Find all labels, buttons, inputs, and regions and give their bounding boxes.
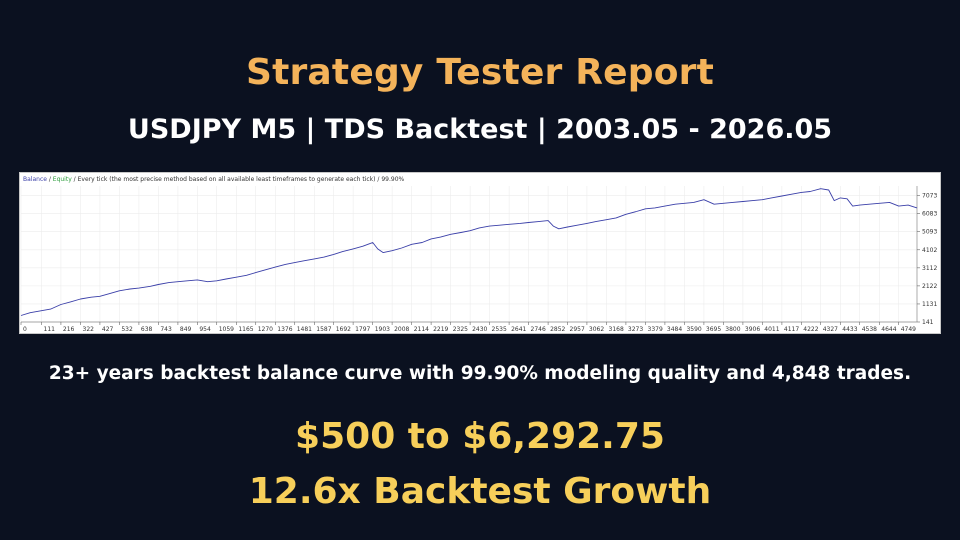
y-tick-label: 3112: [922, 265, 937, 272]
x-axis-ticks: 0 111 216 322 427 532 638 743 849 954 1059 1165 1270…: [20, 322, 916, 333]
x-tick-label: 1165: [238, 326, 253, 333]
x-tick-label: 4538: [862, 326, 877, 333]
x-tick-label: 2219: [433, 326, 448, 333]
x-tick-label: 532: [121, 326, 133, 333]
x-tick-label: 1481: [297, 326, 312, 333]
x-tick-label: 0: [23, 326, 27, 333]
x-tick-label: 3168: [609, 326, 624, 333]
x-tick-label: 3273: [628, 326, 643, 333]
x-tick-label: 2008: [394, 326, 409, 333]
x-tick-label: 2430: [472, 326, 487, 333]
chart-plot: [20, 186, 918, 323]
x-tick-label: 3379: [648, 326, 663, 333]
chart-frame: [19, 172, 941, 334]
x-tick-label: 4433: [842, 326, 857, 333]
x-tick-label: 3062: [589, 326, 604, 333]
x-tick-label: 2746: [531, 326, 546, 333]
x-tick-label: 2852: [550, 326, 565, 333]
x-tick-label: 1903: [375, 326, 390, 333]
x-tick-label: 638: [141, 326, 153, 333]
growth-multiple: 12.6x Backtest Growth: [248, 471, 712, 512]
x-tick-label: 322: [83, 326, 95, 333]
x-tick-label: 1692: [336, 326, 351, 333]
x-tick-label: 4222: [803, 326, 818, 333]
x-tick-label: 2641: [511, 326, 526, 333]
x-tick-label: 427: [102, 326, 114, 333]
x-tick-label: 4011: [764, 326, 779, 333]
balance-series-line: [20, 188, 918, 316]
x-tick-label: 1270: [258, 326, 273, 333]
y-tick-label: 4102: [922, 247, 937, 254]
x-tick-label: 1797: [355, 326, 370, 333]
x-tick-label: 1587: [316, 326, 331, 333]
x-tick-label: 2114: [414, 326, 429, 333]
x-tick-label: 4117: [784, 326, 799, 333]
y-tick-label: 141: [922, 319, 934, 326]
y-tick-label: 2122: [922, 283, 937, 290]
x-tick-label: 849: [180, 326, 192, 333]
x-tick-label: 3484: [667, 326, 682, 333]
x-tick-label: 3906: [745, 326, 760, 333]
growth-amount: $500 to $6,292.75: [295, 416, 665, 457]
y-tick-label: 6083: [922, 211, 937, 218]
legend-sep: /: [47, 176, 53, 183]
x-tick-label: 111: [44, 326, 56, 333]
y-tick-label: 1131: [922, 301, 937, 308]
chart-legend: Balance / Equity / Every tick (the most …: [23, 176, 405, 183]
legend-equity: Equity: [53, 176, 72, 183]
balance-chart-svg: Balance / Equity / Every tick (the most …: [19, 172, 941, 334]
legend-rest: / Every tick (the most precise method ba…: [72, 176, 405, 183]
x-tick-label: 4749: [901, 326, 916, 333]
y-tick-label: 7073: [922, 193, 937, 200]
x-tick-label: 3695: [706, 326, 721, 333]
x-tick-label: 3800: [725, 326, 740, 333]
x-tick-label: 2957: [570, 326, 585, 333]
report-subtitle: USDJPY M5 | TDS Backtest | 2003.05 - 202…: [127, 114, 833, 145]
chart-caption: 23+ years backtest balance curve with 99…: [48, 363, 912, 384]
legend-balance: Balance: [23, 176, 47, 183]
y-axis-ticks: 141 1131 2122 3112 4102 5093 6083 7073: [917, 193, 937, 326]
y-tick-label: 5093: [922, 229, 937, 236]
x-tick-label: 2535: [492, 326, 507, 333]
x-tick-label: 3590: [686, 326, 701, 333]
x-tick-label: 2325: [453, 326, 468, 333]
x-tick-label: 1376: [277, 326, 292, 333]
x-tick-label: 4644: [881, 326, 896, 333]
x-tick-label: 1059: [219, 326, 234, 333]
report-title: Strategy Tester Report: [245, 52, 715, 93]
x-tick-label: 743: [160, 326, 172, 333]
x-tick-label: 4327: [823, 326, 838, 333]
x-tick-label: 216: [63, 326, 75, 333]
x-tick-label: 954: [199, 326, 211, 333]
balance-chart: Balance / Equity / Every tick (the most …: [19, 172, 941, 334]
